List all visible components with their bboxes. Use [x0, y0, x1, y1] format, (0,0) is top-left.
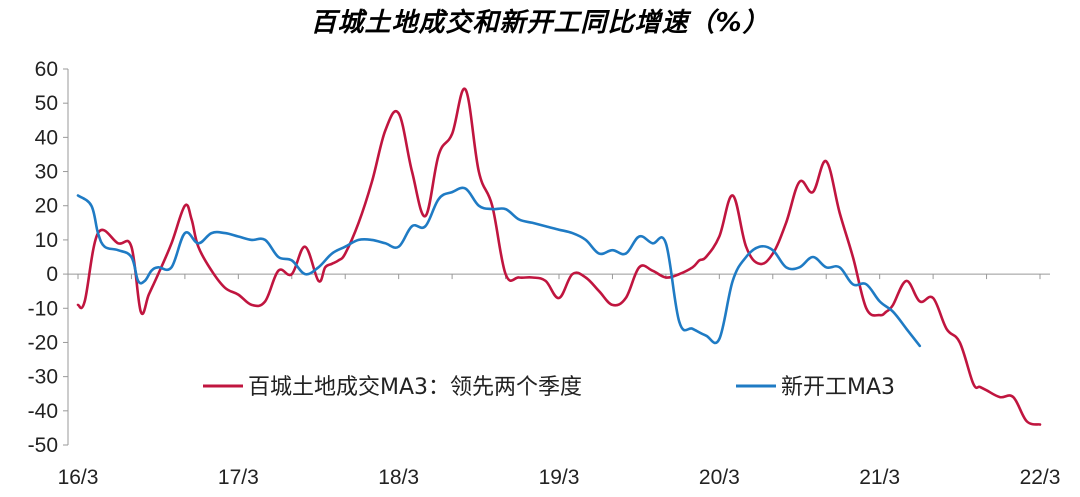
- series-new-starts-line: [76, 186, 922, 348]
- y-tick-label: 50: [35, 92, 58, 115]
- x-tick-label: 18/3: [378, 466, 419, 489]
- x-tick-label: 21/3: [859, 466, 900, 489]
- chart-title: 百城土地成交和新开工同比增速（%）: [310, 8, 770, 38]
- series-layer: [76, 87, 1042, 426]
- x-tick-label: 17/3: [218, 466, 259, 489]
- legend-label: 百城土地成交MA3：领先两个季度: [248, 375, 582, 400]
- legend-label: 新开工MA3: [781, 375, 895, 400]
- y-tick-label: -10: [28, 297, 58, 320]
- y-tick-label: 30: [35, 161, 58, 184]
- x-tick-label: 20/3: [699, 466, 740, 489]
- x-tick-label: 19/3: [539, 466, 580, 489]
- y-tick-label: -40: [28, 400, 58, 423]
- y-tick-label: -30: [28, 366, 58, 389]
- y-tick-label: 0: [46, 263, 58, 286]
- y-tick-label: 60: [35, 58, 58, 81]
- y-tick-label: -50: [28, 434, 58, 457]
- y-tick-label: -20: [28, 331, 58, 354]
- y-tick-label: 40: [35, 126, 58, 149]
- x-tick-label: 22/3: [1020, 466, 1061, 489]
- series-land-transactions-line: [76, 87, 1042, 426]
- x-tick-label: 16/3: [58, 466, 99, 489]
- y-tick-label: 10: [35, 229, 58, 252]
- legend: 百城土地成交MA3：领先两个季度 新开工MA3: [203, 375, 895, 400]
- y-tick-label: 20: [35, 195, 58, 218]
